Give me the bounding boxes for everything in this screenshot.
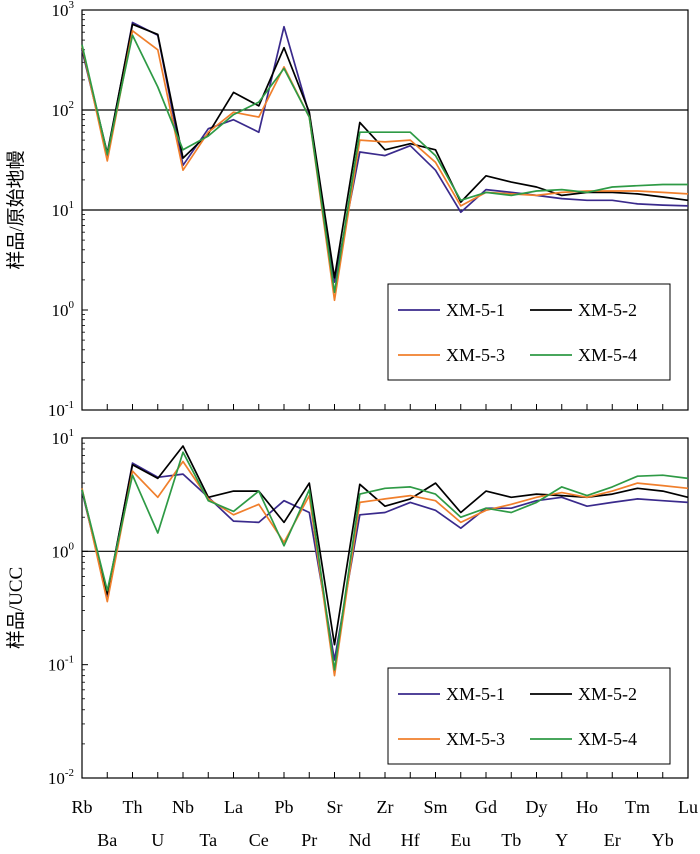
x-tick-label: Lu (678, 797, 698, 817)
x-tick-label: Nb (172, 797, 194, 817)
y-tick-label: 101 (52, 427, 75, 448)
x-tick-label: Hf (401, 830, 420, 850)
series-line-xm-5-3 (81, 29, 689, 302)
x-tick-label: Ta (199, 830, 217, 850)
y-tick-label: 100 (52, 540, 75, 561)
y-axis-title: 样品/UCC (5, 567, 27, 649)
legend: XM-5-1 XM-5-2 XM-5-3 XM-5-4 (387, 667, 671, 765)
x-tick-label: Gd (475, 797, 497, 817)
series-line-xm-5-4 (81, 34, 688, 294)
legend-label: XM-5-3 (446, 729, 505, 749)
x-tick-label: Ba (97, 830, 117, 850)
series-line-xm-5-4 (81, 451, 689, 671)
x-tick-label: Yb (652, 830, 674, 850)
x-tick-label: Sm (423, 797, 447, 817)
y-axis-title: 样品/原始地幔 (5, 150, 27, 269)
y-tick-label: 10-2 (48, 767, 74, 788)
x-tick-label: Th (123, 797, 143, 817)
legend-label: XM-5-3 (446, 345, 505, 365)
legend-label: XM-5-1 (446, 684, 505, 704)
series-line-xm-5-1 (81, 462, 689, 661)
x-tick-label: Y (555, 830, 568, 850)
legend-box (387, 283, 671, 381)
x-tick-label: Nd (349, 830, 371, 850)
x-tick-label: Tb (501, 830, 521, 850)
y-tick-label: 10-1 (48, 399, 74, 420)
x-tick-label: Rb (71, 797, 92, 817)
legend-label: XM-5-2 (578, 684, 637, 704)
y-tick-label: 102 (52, 99, 75, 120)
x-tick-label: Zr (377, 797, 394, 817)
x-tick-label: Eu (451, 830, 471, 850)
x-tick-label: Ho (576, 797, 598, 817)
y-tick-label: 100 (52, 299, 75, 320)
legend-label: XM-5-2 (578, 300, 637, 320)
x-tick-label: Pb (274, 797, 293, 817)
series-line-xm-5-1 (81, 21, 689, 283)
x-tick-label: La (224, 797, 243, 817)
legend-label: XM-5-4 (578, 345, 637, 365)
legend-box (387, 667, 671, 765)
y-tick-label: 103 (52, 0, 75, 20)
x-tick-label: Tm (625, 797, 650, 817)
x-tick-label: Er (604, 830, 621, 850)
x-tick-label: Sr (326, 797, 342, 817)
series-line-xm-5-2 (81, 23, 689, 279)
legend-label: XM-5-4 (578, 729, 637, 749)
y-tick-label: 10-1 (48, 654, 74, 675)
x-tick-label: Ce (249, 830, 269, 850)
x-tick-label: U (151, 830, 164, 850)
series-line-xm-5-3 (81, 460, 689, 677)
x-tick-label: Dy (526, 797, 548, 817)
x-tick-label: Pr (301, 830, 317, 850)
legend-label: XM-5-1 (446, 300, 505, 320)
legend: XM-5-1 XM-5-2 XM-5-3 XM-5-4 (387, 283, 671, 381)
y-tick-label: 101 (52, 199, 75, 220)
